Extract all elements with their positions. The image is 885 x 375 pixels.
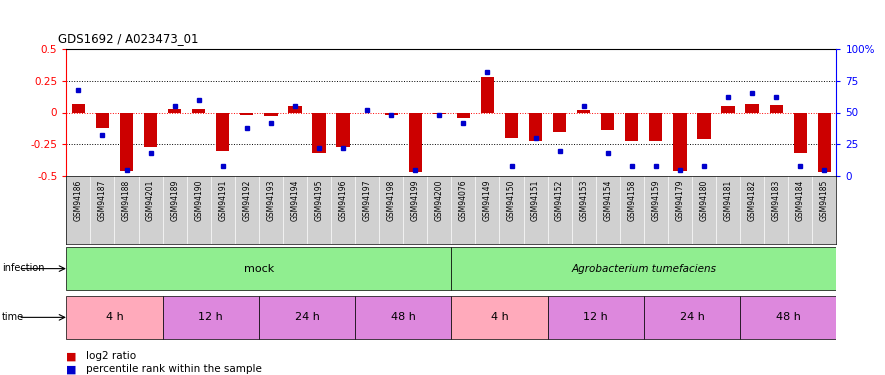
Text: GSM94158: GSM94158 [627,180,636,221]
Bar [794,112,807,153]
Text: GSM94194: GSM94194 [290,180,299,221]
Bar [289,106,302,112]
Text: GSM94199: GSM94199 [411,180,419,221]
Bar [385,112,398,115]
Text: 4 h: 4 h [105,312,123,322]
Bar [451,247,836,290]
Text: GSM94152: GSM94152 [555,180,564,221]
Bar [643,296,740,339]
Text: GSM94184: GSM94184 [796,180,804,221]
Text: 48 h: 48 h [391,312,416,322]
Bar [673,112,687,171]
Bar [336,112,350,147]
Bar [168,109,181,112]
Bar [119,112,133,171]
Text: GSM94159: GSM94159 [651,180,660,221]
Text: 48 h: 48 h [776,312,801,322]
Text: GSM94181: GSM94181 [724,180,733,221]
Text: GSM94201: GSM94201 [146,180,155,221]
Bar [601,112,614,130]
Bar [481,77,494,112]
Text: time: time [2,312,24,322]
Text: 12 h: 12 h [198,312,223,322]
Bar [72,104,85,112]
Text: GSM94149: GSM94149 [483,180,492,221]
Text: GSM94154: GSM94154 [604,180,612,221]
Bar [409,112,422,172]
Text: GSM94153: GSM94153 [579,180,589,221]
Bar [451,296,548,339]
Text: GSM94180: GSM94180 [699,180,709,221]
Text: GSM94151: GSM94151 [531,180,540,221]
Bar [66,296,163,339]
Text: GSM94188: GSM94188 [122,180,131,221]
Text: GSM94190: GSM94190 [194,180,204,221]
Text: GSM94182: GSM94182 [748,180,757,221]
Text: GSM94185: GSM94185 [820,180,828,221]
Text: GSM94189: GSM94189 [170,180,179,221]
Text: GSM94198: GSM94198 [387,180,396,221]
Text: 12 h: 12 h [583,312,608,322]
Text: GSM94186: GSM94186 [74,180,83,221]
Bar [529,112,543,141]
Text: GSM94192: GSM94192 [242,180,251,221]
Text: GSM94179: GSM94179 [675,180,684,221]
Bar [312,112,326,153]
Bar [745,104,758,112]
Text: Agrobacterium tumefaciens: Agrobacterium tumefaciens [572,264,716,274]
Text: 24 h: 24 h [680,312,704,322]
Bar [258,296,355,339]
Bar [577,110,590,112]
Text: infection: infection [2,263,44,273]
Text: GSM94195: GSM94195 [314,180,324,221]
Bar [355,296,451,339]
Text: GDS1692 / A023473_01: GDS1692 / A023473_01 [58,32,198,45]
Bar [650,112,663,141]
Bar [818,112,831,172]
Text: GSM94183: GSM94183 [772,180,781,221]
Bar [163,296,258,339]
Bar [504,112,518,138]
Bar [697,112,711,139]
Text: GSM94196: GSM94196 [339,180,348,221]
Bar [216,112,229,151]
Bar [144,112,158,147]
Text: GSM94076: GSM94076 [459,180,468,221]
Text: GSM94197: GSM94197 [363,180,372,221]
Bar [548,296,643,339]
Bar [192,109,205,112]
Bar [66,247,451,290]
Bar [240,112,253,115]
Bar [265,112,278,116]
Text: ■: ■ [66,351,77,361]
Text: GSM94193: GSM94193 [266,180,275,221]
Bar [553,112,566,132]
Text: GSM94187: GSM94187 [98,180,107,221]
Text: percentile rank within the sample: percentile rank within the sample [86,364,262,374]
Bar [625,112,638,141]
Text: GSM94150: GSM94150 [507,180,516,221]
Bar [740,296,836,339]
Text: mock: mock [243,264,274,274]
Bar [96,112,109,128]
Text: GSM94191: GSM94191 [219,180,227,221]
Text: ■: ■ [66,364,77,374]
Text: log2 ratio: log2 ratio [86,351,136,361]
Text: 4 h: 4 h [490,312,508,322]
Text: 24 h: 24 h [295,312,319,322]
Bar [721,106,735,112]
Bar [770,105,783,112]
Bar [457,112,470,118]
Bar [433,112,446,114]
Text: GSM94200: GSM94200 [435,180,443,221]
